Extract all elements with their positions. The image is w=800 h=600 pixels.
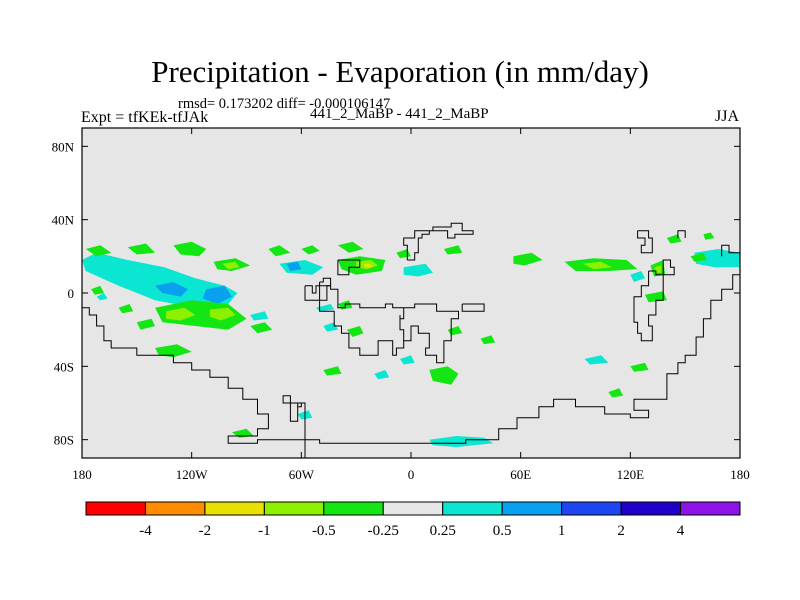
coastline-9 [637,230,653,254]
x-tick-label-4: 60E [510,467,531,482]
field-region-0 [82,252,238,308]
field-region-46 [347,326,364,337]
field-region-11 [250,311,269,321]
coastline-10 [633,270,664,342]
y-tick-label-0: 80N [52,139,75,154]
field-region-52 [429,366,459,385]
field-region-39 [166,307,196,321]
case-label: 441_2_MaBP - 441_2_MaBP [310,106,489,122]
colorbar-label-3: -0.5 [312,523,336,539]
coastline-6 [403,222,474,261]
field-region-2 [202,285,232,304]
colorbar-label-0: -4 [139,523,152,539]
field-region-6 [694,249,740,268]
x-tick-label-0: 180 [72,467,92,482]
coastline-11 [662,259,675,276]
field-region-17 [85,245,112,257]
field-region-10 [374,370,390,380]
field-region-43 [136,318,156,330]
colorbar-swatch-8 [561,501,622,516]
x-tick-label-6: 180 [730,467,750,482]
field-region-1 [155,282,188,297]
field-region-49 [645,291,667,303]
x-tick-label-5: 120E [617,467,645,482]
colorbar-swatch-3 [263,501,325,516]
colorbar-label-1: -2 [199,523,212,539]
field-region-7 [630,271,645,282]
field-region-12 [316,304,335,312]
field-region-54 [608,388,623,398]
stats-text: rmsd= 0.173202 diff= -0.000106147 [178,96,391,112]
y-tick-label-1: 40N [52,213,75,228]
field-region-16 [429,436,494,447]
colorbar-label-6: 0.5 [493,523,512,539]
field-region-27 [363,263,373,268]
coastlines [82,222,740,458]
field-region-40 [209,307,236,321]
colorbar-swatch-6 [442,501,503,516]
colorbar-swatch-7 [501,501,563,516]
field-region-23 [301,245,320,255]
colorbar-swatch-10 [680,501,741,516]
field-region-48 [480,335,496,345]
season-label: JJA [715,108,740,125]
field-region-14 [584,355,609,365]
axis-ticks: 180 120W 60W 0 60E 120E 180 80N 40N 0 40S 80S [52,128,750,482]
colorbar-label-2: -1 [258,523,271,539]
field-region-50 [155,344,192,358]
coastline-0 [82,274,740,444]
colorbar-swatch-2 [204,501,265,516]
coastline-8 [319,277,332,301]
field-region-29 [443,245,463,255]
field-region-5 [403,263,433,277]
field-region-4 [286,261,302,271]
field-region-30 [513,252,543,266]
x-tick-label-1: 120W [176,467,209,482]
field-region-8 [96,293,108,301]
colorbar: -4 -2 -1 -0.5 -0.25 0.25 0.5 1 2 4 [85,501,741,539]
colorbar-label-8: 2 [617,523,625,539]
colorbar-swatch-0 [85,501,146,516]
colorbar-swatch-1 [144,501,206,516]
coastline-2 [304,285,459,364]
field-region-18 [127,243,156,255]
colorbar-swatch-9 [620,501,682,516]
field-region-53 [630,362,649,372]
colorbar-label-7: 1 [558,523,566,539]
field-regions [82,232,740,447]
x-tick-label-2: 60W [289,467,315,482]
coastline-3 [399,315,405,341]
chart-title: Precipitation - Evaporation (in mm/day) [151,54,649,89]
colorbar-swatch-4 [323,501,384,516]
field-region-24 [337,241,364,253]
colorbar-label-9: 4 [677,523,685,539]
field-region-38 [155,300,247,330]
field-region-21 [222,261,240,270]
coastline-5 [461,303,485,312]
experiment-label: Expt = tfKEk-tfJAk [81,109,209,126]
y-tick-label-4: 80S [54,433,74,448]
field-region-44 [250,322,273,334]
coastline-1 [282,395,306,458]
field-region-41 [91,285,104,295]
colorbar-swatch-5 [382,501,444,516]
colorbar-label-5: 0.25 [430,523,456,539]
field-region-22 [268,245,291,257]
field-region-42 [118,304,134,314]
field-region-36 [703,232,715,240]
coastline-7 [337,259,361,276]
field-region-19 [173,241,207,257]
coastline-13 [721,244,740,257]
field-region-51 [323,366,342,376]
y-tick-label-2: 0 [68,286,75,301]
field-region-37 [690,252,708,262]
field-region-9 [400,355,415,365]
y-tick-label-3: 40S [54,359,74,374]
field-region-32 [582,261,613,270]
coastline-4 [400,307,405,320]
colorbar-label-4: -0.25 [368,523,399,539]
x-tick-label-3: 0 [408,467,415,482]
coastline-12 [677,230,686,238]
